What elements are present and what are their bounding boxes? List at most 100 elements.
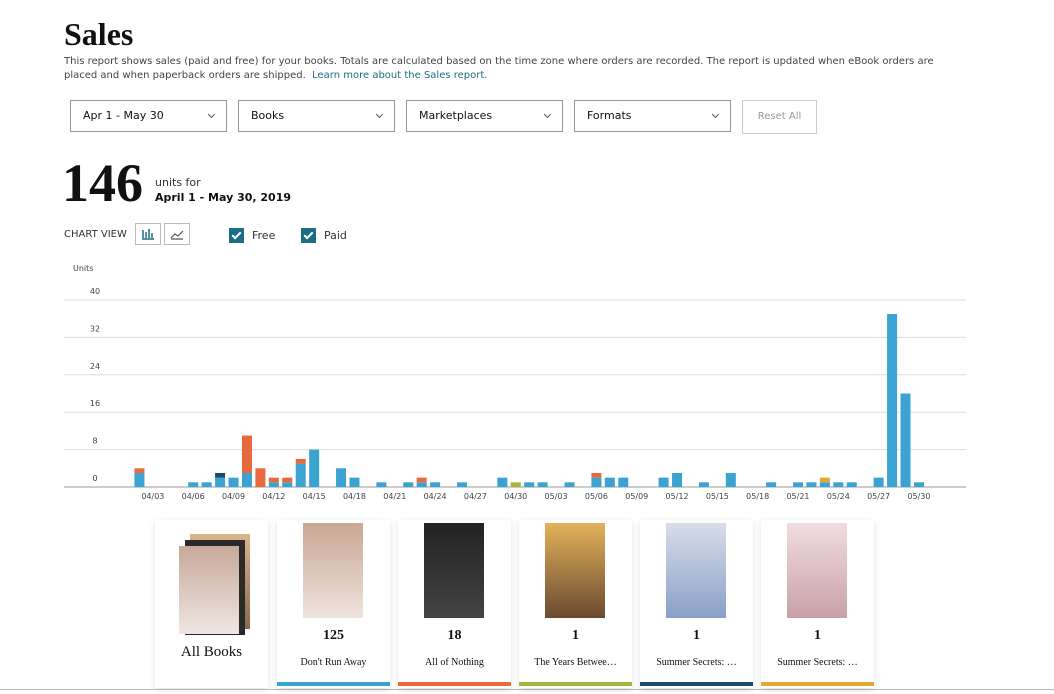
bar-segment — [268, 477, 279, 483]
book-card[interactable]: 125 Don't Run Away — [277, 520, 390, 688]
x-tick-label: 04/12 — [262, 492, 285, 501]
bar-segment — [309, 449, 320, 487]
bar-segment — [604, 477, 615, 487]
legend-swatch — [761, 682, 874, 686]
bar-segment — [416, 477, 427, 483]
books-filter[interactable]: Books — [238, 100, 395, 132]
bar-segment — [497, 477, 508, 487]
x-tick-label: 04/24 — [424, 492, 447, 501]
bar-segment — [295, 463, 306, 487]
free-label: Free — [252, 229, 276, 242]
date-filter[interactable]: Apr 1 - May 30 — [70, 100, 227, 132]
x-tick-label: 04/09 — [222, 492, 245, 501]
sales-chart: Units 0 8 16 24 32 40 04/03 04/06 04/09 04/12 04/1… — [64, 264, 966, 501]
description: This report shows sales (paid and free) … — [64, 55, 944, 83]
bar-segment — [887, 314, 898, 487]
x-tick-label: 04/27 — [464, 492, 487, 501]
bar-segment — [819, 482, 830, 487]
book-units: 18 — [447, 628, 462, 643]
learn-more-link[interactable]: Learn more about the Sales report. — [312, 70, 488, 81]
bar-segment — [241, 472, 252, 487]
bar-segment — [618, 477, 629, 487]
book-title: The Years Betwee… — [534, 657, 617, 668]
bar-segment — [228, 477, 239, 487]
bar-segment — [537, 482, 548, 487]
x-tick-label: 05/15 — [706, 492, 729, 501]
x-tick-label: 04/15 — [303, 492, 326, 501]
y-tick-label: 40 — [90, 287, 100, 296]
bar-segment — [134, 468, 145, 473]
book-title: Summer Secrets: … — [777, 657, 858, 668]
cover — [179, 546, 239, 634]
bar-segment — [241, 435, 252, 473]
book-units: 1 — [693, 628, 700, 643]
legend-swatch — [519, 682, 632, 686]
book-card[interactable]: 1 The Years Betwee… — [519, 520, 632, 688]
bar-segment — [430, 482, 441, 487]
bar-segment — [376, 482, 387, 487]
book-cover — [545, 523, 605, 618]
bar-segment — [806, 482, 817, 487]
free-checkbox[interactable] — [229, 228, 244, 243]
bar-segment — [698, 482, 709, 487]
book-card[interactable]: 1 Summer Secrets: … — [640, 520, 753, 688]
legend-swatch — [277, 682, 390, 686]
bar-segment — [564, 482, 575, 487]
bar-segment — [201, 482, 212, 487]
bar-segment — [725, 472, 736, 487]
bar-segment — [188, 482, 199, 487]
units-for: units for — [155, 176, 201, 189]
reset-button[interactable]: Reset All — [742, 100, 817, 134]
x-tick-label: 05/24 — [827, 492, 850, 501]
date-range: April 1 - May 30, 2019 — [155, 191, 292, 204]
paid-checkbox[interactable] — [301, 228, 316, 243]
bar-view-button[interactable] — [135, 223, 161, 245]
book-cover — [666, 523, 726, 618]
y-tick-label: 8 — [92, 437, 97, 446]
bar-segment — [255, 468, 266, 487]
legend-swatch — [640, 682, 753, 686]
bar-segment — [658, 477, 669, 487]
total-units: 146 — [62, 153, 143, 213]
bar-segment — [591, 472, 602, 478]
bar-segment — [336, 468, 347, 487]
bar-segment — [282, 477, 293, 483]
x-tick-label: 04/30 — [504, 492, 527, 501]
bar-segment — [833, 482, 844, 487]
chart-view-label: CHART VIEW — [64, 229, 127, 240]
book-units: 1 — [572, 628, 579, 643]
y-tick-label: 16 — [90, 399, 100, 408]
bar-segment — [672, 472, 683, 487]
y-axis-label: Units — [73, 264, 93, 273]
formats-filter[interactable]: Formats — [574, 100, 731, 132]
bar-segment — [793, 482, 803, 487]
bar-segment — [819, 477, 830, 483]
bottom-rule — [0, 689, 1054, 690]
bar-segment — [295, 458, 306, 464]
x-tick-label: 04/03 — [141, 492, 164, 501]
x-tick-label: 05/21 — [786, 492, 809, 501]
x-tick-label: 05/30 — [907, 492, 930, 501]
book-card[interactable]: 1 Summer Secrets: … — [761, 520, 874, 688]
book-cover — [303, 523, 363, 618]
bar-segment — [416, 482, 427, 487]
legend-swatch — [398, 682, 511, 686]
y-tick-label: 32 — [90, 324, 100, 333]
all-books-card[interactable]: All Books — [155, 520, 268, 688]
all-books-label: All Books — [180, 644, 243, 660]
x-tick-label: 05/09 — [625, 492, 648, 501]
book-title: All of Nothing — [425, 657, 484, 668]
marketplaces-filter[interactable]: Marketplaces — [406, 100, 563, 132]
bar-segment — [510, 482, 521, 487]
book-card[interactable]: 18 All of Nothing — [398, 520, 511, 688]
x-tick-label: 05/12 — [666, 492, 689, 501]
bar-segment — [403, 482, 414, 487]
x-tick-label: 04/21 — [383, 492, 406, 501]
book-title: Don't Run Away — [300, 657, 367, 668]
page-title: Sales — [64, 16, 134, 52]
line-view-button[interactable] — [164, 223, 190, 245]
bar-segment — [282, 482, 293, 487]
description-text: This report shows sales (paid and free) … — [64, 56, 934, 81]
x-tick-label: 05/18 — [746, 492, 769, 501]
